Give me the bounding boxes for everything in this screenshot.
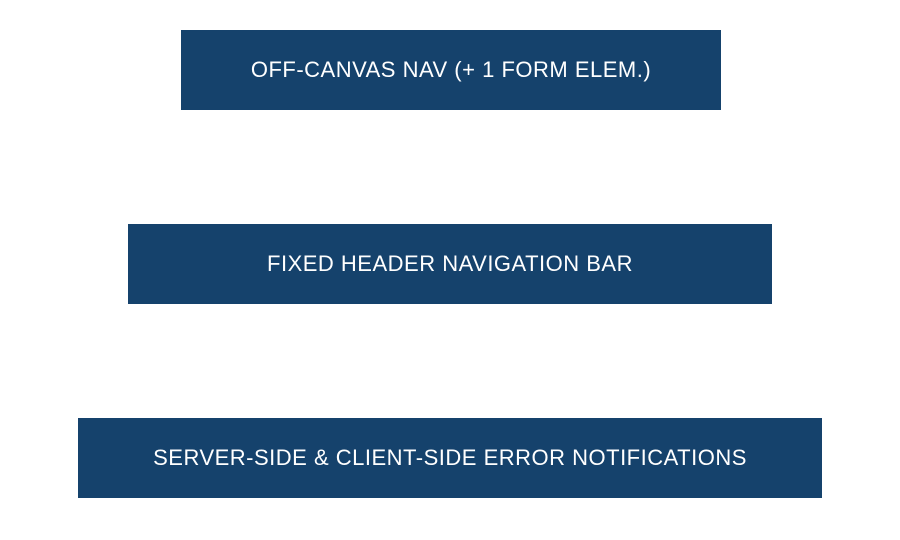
block-label: SERVER-SIDE & CLIENT-SIDE ERROR NOTIFICA… [153,445,747,471]
block-fixed-header: FIXED HEADER NAVIGATION BAR [128,224,772,304]
block-label: FIXED HEADER NAVIGATION BAR [267,251,633,277]
block-error-notifications: SERVER-SIDE & CLIENT-SIDE ERROR NOTIFICA… [78,418,822,498]
block-label: OFF-CANVAS NAV (+ 1 FORM ELEM.) [251,57,651,83]
block-off-canvas-nav: OFF-CANVAS NAV (+ 1 FORM ELEM.) [181,30,721,110]
